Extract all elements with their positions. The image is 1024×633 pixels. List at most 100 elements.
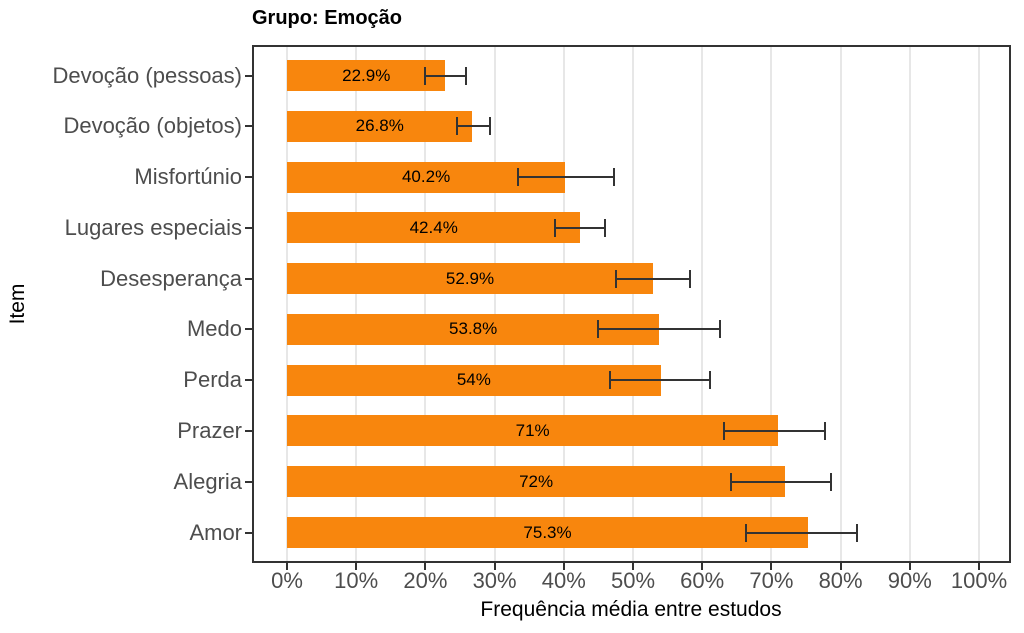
y-tick-mark <box>245 226 252 229</box>
y-tick-mark <box>245 125 252 128</box>
y-tick-mark <box>245 480 252 483</box>
error-bar-cap-right <box>855 523 858 542</box>
x-tick-mark <box>493 563 496 570</box>
error-bar <box>610 379 710 382</box>
x-tick-label: 50% <box>610 568 656 593</box>
bar <box>287 60 446 91</box>
x-tick-mark <box>908 563 911 570</box>
error-bar-cap-left <box>554 218 557 237</box>
error-bar-cap-right <box>824 421 827 440</box>
error-bar-cap-right <box>603 218 606 237</box>
gridline <box>424 47 427 561</box>
gridline <box>978 47 980 561</box>
y-tick-label: Amor <box>189 519 242 545</box>
y-tick-label: Devoção (objetos) <box>63 113 242 139</box>
x-axis-title: Frequência média entre estudos <box>480 598 782 621</box>
y-tick-mark <box>245 379 252 382</box>
bar <box>287 364 661 396</box>
y-tick-label: Prazer <box>177 417 242 443</box>
x-tick-label: 100% <box>950 568 1008 593</box>
error-bar <box>615 277 691 280</box>
error-bar-cap-left <box>597 320 600 339</box>
bar-value-label: 53.8% <box>449 319 498 339</box>
bar-value-label: 40.2% <box>401 167 451 187</box>
plot-title: Grupo: Emoção <box>252 7 403 29</box>
error-bar-cap-left <box>609 371 612 390</box>
x-tick-mark <box>978 563 980 570</box>
bar <box>287 263 654 295</box>
error-bar <box>424 74 466 77</box>
y-tick-mark <box>245 531 252 534</box>
bar-value-label: 22.9% <box>342 65 391 85</box>
x-tick-label: 80% <box>818 568 863 593</box>
gridline <box>701 47 704 561</box>
error-bar-cap-left <box>723 421 726 440</box>
x-tick-mark <box>770 563 773 570</box>
x-tick-label: 70% <box>749 568 794 593</box>
x-tick-mark <box>355 563 358 570</box>
y-tick-mark <box>245 328 252 331</box>
error-bar <box>598 328 720 331</box>
y-tick-mark <box>245 74 252 77</box>
x-tick-mark <box>424 563 427 570</box>
y-tick-label: Devoção (pessoas) <box>52 62 242 88</box>
error-bar <box>724 429 826 432</box>
bar-value-label: 42.4% <box>409 217 458 237</box>
error-bar-cap-right <box>708 371 711 390</box>
x-tick-mark <box>632 563 634 570</box>
bar-value-label: 75.3% <box>523 522 572 542</box>
gridline <box>632 47 634 561</box>
bar <box>287 415 779 447</box>
x-tick-label: 40% <box>541 568 586 593</box>
x-tick-mark <box>286 563 288 570</box>
error-bar-cap-left <box>730 472 733 491</box>
bar-value-label: 72% <box>519 471 554 491</box>
gridline <box>355 47 358 561</box>
error-bar <box>555 226 605 229</box>
error-bar-cap-left <box>517 168 520 187</box>
x-tick-label: 30% <box>472 568 517 593</box>
x-tick-label: 90% <box>887 568 932 593</box>
bar <box>287 313 660 345</box>
error-bar <box>518 176 614 179</box>
bar <box>287 110 473 142</box>
y-tick-label: Misfortúnio <box>134 164 242 190</box>
x-tick-mark <box>562 563 565 570</box>
error-bar-cap-left <box>423 66 426 85</box>
bar <box>287 212 581 244</box>
bar-value-label: 54% <box>456 370 491 390</box>
gridline <box>562 47 565 561</box>
y-tick-label: Desesperança <box>100 265 242 291</box>
x-tick-mark <box>839 563 842 570</box>
bar-value-label: 71% <box>515 420 550 440</box>
gridline <box>839 47 842 561</box>
plot-panel: 22.9% 26.8% 40.2% 42.4% 52.9% 53.8% 54% 71% 72% 7… <box>252 45 1011 563</box>
bar <box>287 466 786 498</box>
error-bar-cap-right <box>612 168 615 187</box>
gridline <box>770 47 773 561</box>
y-tick-label: Lugares especiais <box>64 214 242 240</box>
error-bar-cap-left <box>614 269 617 288</box>
bar-value-label: 26.8% <box>355 116 404 136</box>
error-bar <box>746 531 857 534</box>
error-bar-cap-left <box>745 523 748 542</box>
gridline <box>493 47 496 561</box>
error-bar-cap-left <box>456 117 459 136</box>
x-tick-label: 20% <box>403 568 448 593</box>
x-tick-label: 10% <box>334 568 379 593</box>
y-tick-label: Medo <box>186 316 242 342</box>
x-tick-label: 0% <box>271 568 303 593</box>
y-tick-label: Perda <box>183 367 242 393</box>
gridline <box>286 47 288 561</box>
bar <box>287 517 809 549</box>
error-bar-cap-right <box>718 320 721 339</box>
error-bar <box>457 125 490 128</box>
y-tick-mark <box>245 429 252 432</box>
x-tick-label: 60% <box>680 568 725 593</box>
x-tick-mark <box>701 563 704 570</box>
error-bar-cap-right <box>488 117 491 136</box>
error-bar <box>731 480 831 483</box>
y-tick-mark <box>245 277 252 280</box>
gridline <box>908 47 911 561</box>
error-bar-cap-right <box>464 66 467 85</box>
